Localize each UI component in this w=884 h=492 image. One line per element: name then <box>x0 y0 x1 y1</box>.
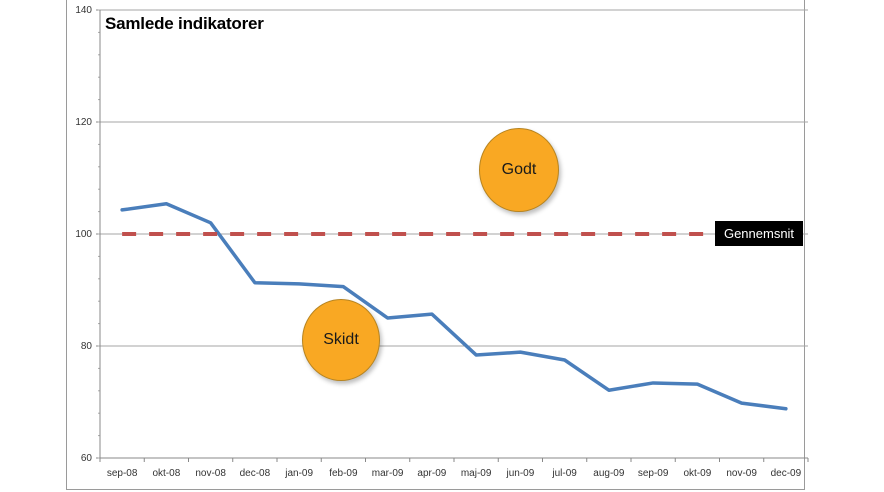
x-tick-label: okt-09 <box>683 468 711 479</box>
y-tick-label: 140 <box>75 5 92 16</box>
indicator-line <box>120 202 788 411</box>
skidt-label: Skidt <box>323 331 359 348</box>
x-tick-label: sep-09 <box>638 468 669 479</box>
x-tick-label: jun-09 <box>505 468 534 479</box>
gennemsnit-label: Gennemsnit <box>715 221 803 246</box>
x-tick-label: sep-08 <box>107 468 138 479</box>
y-tick-label: 120 <box>75 117 92 128</box>
y-tick-label: 60 <box>81 453 93 464</box>
y-tick-label: 80 <box>81 341 93 352</box>
godt-annotation: Godt <box>479 128 559 212</box>
x-tick-label: okt-08 <box>152 468 180 479</box>
chart-frame <box>66 0 805 490</box>
x-tick-label: maj-09 <box>461 468 492 479</box>
x-tick-label: jul-09 <box>551 468 577 479</box>
x-tick-label: nov-08 <box>195 468 226 479</box>
x-tick-label: mar-09 <box>372 468 404 479</box>
x-tick-label: aug-09 <box>593 468 625 479</box>
x-tick-label: feb-09 <box>329 468 358 479</box>
godt-label: Godt <box>501 161 537 178</box>
x-tick-label: dec-09 <box>771 468 802 479</box>
x-tick-label: nov-09 <box>726 468 757 479</box>
x-tick-label: jan-09 <box>284 468 313 479</box>
y-tick-label: 100 <box>75 229 92 240</box>
x-tick-label: dec-08 <box>240 468 271 479</box>
x-tick-label: apr-09 <box>417 468 446 479</box>
skidt-annotation: Skidt <box>302 299 380 381</box>
chart-title: Samlede indikatorer <box>105 14 264 33</box>
